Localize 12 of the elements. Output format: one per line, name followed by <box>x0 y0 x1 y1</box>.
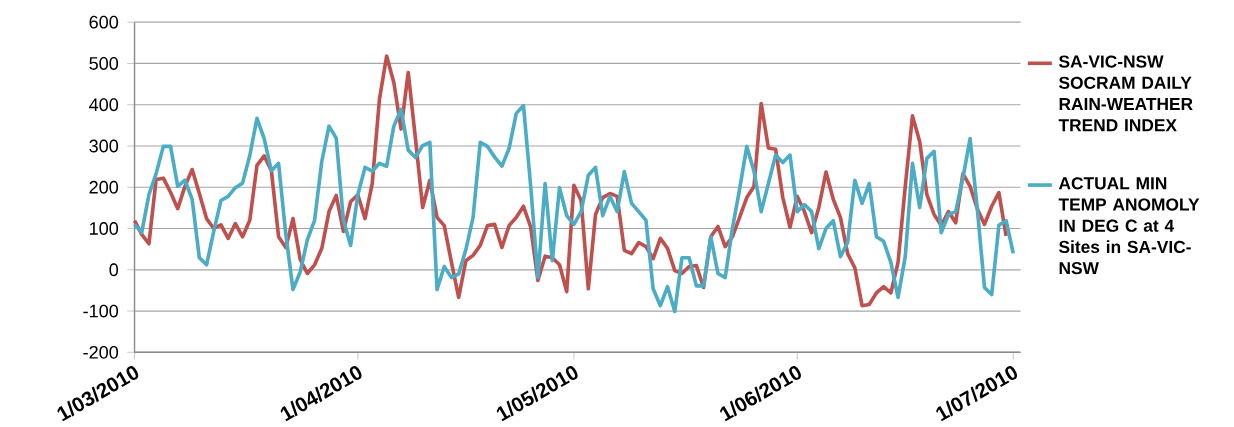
legend-label: ACTUAL MIN TEMP ANOMOLY IN DEG C at 4 Sites in SA-VIC-NSW <box>1058 177 1200 275</box>
y-tick-label: -100 <box>83 304 119 318</box>
y-tick-label: 300 <box>89 139 119 153</box>
y-tick-label: 200 <box>89 180 119 194</box>
y-tick-label: -200 <box>83 345 119 359</box>
legend-label: SA-VIC-NSW SOCRAM DAILY RAIN-WEATHER TREND INDEX <box>1058 55 1193 132</box>
y-tick-label: 100 <box>89 222 119 235</box>
y-tick-label: 500 <box>89 57 119 70</box>
y-tick-label: 0 <box>109 263 119 277</box>
y-tick-label: 400 <box>89 98 119 112</box>
line-series <box>132 103 1016 314</box>
y-tick-label: 600 <box>89 15 119 29</box>
